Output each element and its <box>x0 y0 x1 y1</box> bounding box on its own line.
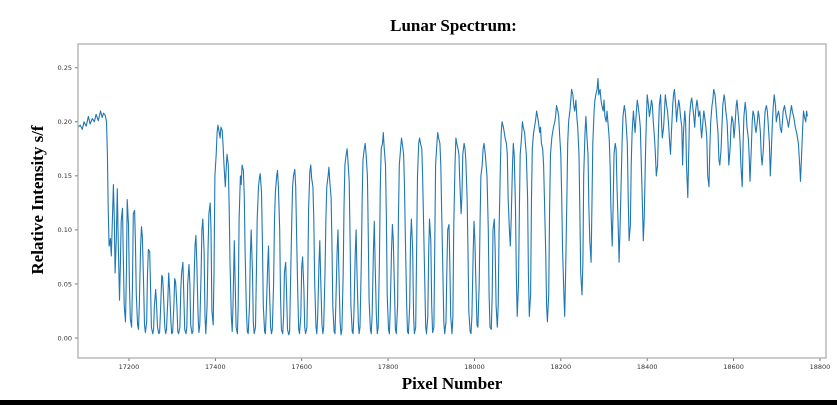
chart-title: Lunar Spectrum: <box>390 16 517 35</box>
x-tick-label: 18800 <box>810 363 831 371</box>
spectrum-line <box>77 78 808 336</box>
y-tick-label: 0.10 <box>58 226 72 234</box>
y-tick-label: 0.05 <box>58 280 72 288</box>
plot-frame <box>77 43 827 359</box>
x-tick-label: 17600 <box>291 363 312 371</box>
y-tick-label: 0.25 <box>58 64 72 72</box>
x-tick-label: 18600 <box>723 363 744 371</box>
x-tick-label: 18000 <box>464 363 485 371</box>
y-axis-label: Relative Intensity s/f <box>28 125 47 275</box>
y-axis: 0.00 0.05 0.10 0.15 0.20 0.25 <box>58 64 78 342</box>
x-tick-label: 18200 <box>550 363 571 371</box>
y-tick-label: 0.20 <box>58 118 72 126</box>
y-tick-label: 0.15 <box>58 172 72 180</box>
x-tick-label: 17200 <box>119 363 140 371</box>
x-axis-label: Pixel Number <box>401 374 503 393</box>
x-axis: 17200 17400 17600 17800 18000 18200 18400 18600… <box>119 358 831 371</box>
bottom-bar <box>0 400 837 405</box>
x-tick-label: 18400 <box>637 363 658 371</box>
y-tick-label: 0.00 <box>58 334 72 342</box>
x-tick-label: 17800 <box>378 363 399 371</box>
x-tick-label: 17400 <box>205 363 226 371</box>
